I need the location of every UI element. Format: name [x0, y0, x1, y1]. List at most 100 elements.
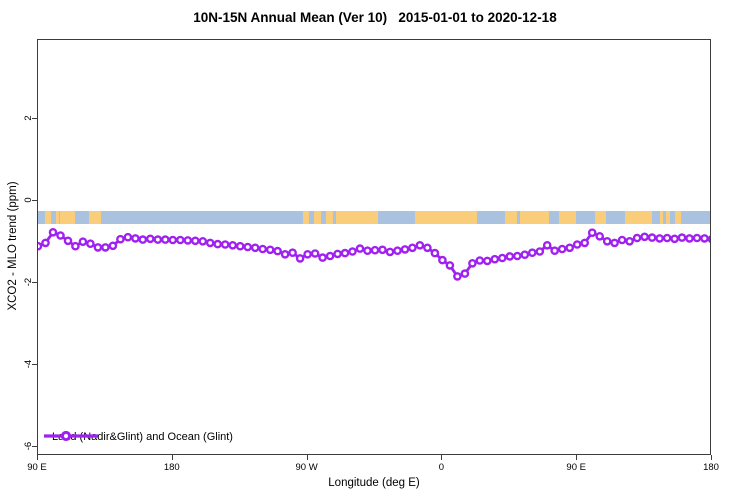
data-point	[250, 243, 260, 253]
data-point	[490, 254, 500, 264]
data-point	[542, 240, 552, 250]
land-patch	[674, 211, 681, 224]
data-point	[647, 233, 657, 242]
data-point	[587, 228, 597, 237]
data-point	[168, 235, 178, 245]
data-point	[363, 246, 372, 255]
land-patch	[60, 211, 76, 224]
legend: Land (Nadir&Glint) and Ocean (Glint)	[42, 430, 233, 444]
data-point	[333, 249, 342, 259]
data-point	[423, 243, 432, 253]
data-point	[625, 236, 634, 246]
data-point	[303, 249, 312, 259]
land-patch	[55, 211, 59, 224]
data-point	[56, 231, 65, 240]
data-point	[213, 239, 222, 249]
data-point	[71, 241, 80, 251]
x-tick-mark	[171, 455, 173, 460]
data-point	[595, 231, 605, 241]
data-point	[78, 237, 88, 246]
land-patch	[313, 211, 322, 224]
data-point	[116, 234, 125, 244]
land-patch	[520, 211, 549, 224]
land-patch	[325, 211, 334, 224]
data-point	[393, 246, 402, 255]
data-point	[632, 233, 642, 243]
data-point	[655, 234, 664, 243]
y-tick-mark	[32, 445, 37, 447]
data-point	[707, 235, 710, 244]
data-point	[438, 255, 447, 265]
data-point	[370, 245, 380, 255]
legend-label: Land (Nadir&Glint) and Ocean (Glint)	[52, 431, 233, 443]
data-point	[190, 236, 200, 246]
land-patch	[336, 211, 378, 224]
data-point	[38, 241, 43, 251]
y-tick-label: -2	[23, 277, 34, 287]
data-point	[453, 272, 462, 281]
x-tick-mark	[576, 455, 578, 460]
data-point	[468, 258, 477, 268]
data-point	[205, 238, 215, 248]
data-point	[138, 235, 148, 244]
land-patch	[415, 211, 477, 224]
data-point	[235, 241, 245, 251]
y-axis-title: XCO2 - MLO trend (ppm)	[7, 181, 19, 311]
data-point	[408, 243, 417, 253]
data-point	[617, 235, 627, 245]
data-point	[310, 249, 320, 258]
data-point	[662, 233, 672, 243]
data-point	[355, 244, 365, 253]
x-tick-label: 90 E	[27, 462, 47, 473]
land-patch	[625, 211, 653, 224]
y-tick-label: 0	[23, 197, 34, 203]
x-tick-label: 90 W	[295, 462, 318, 473]
y-tick-label: 2	[23, 115, 34, 121]
data-point	[385, 247, 395, 257]
data-point	[220, 240, 230, 249]
land-patch	[665, 211, 671, 224]
data-point	[93, 243, 103, 252]
x-tick-label: 90 E	[566, 462, 586, 473]
land-patch	[45, 211, 52, 224]
data-point	[101, 243, 110, 252]
data-point	[505, 252, 515, 261]
land-patch	[88, 211, 101, 224]
x-axis-title: Longitude (deg E)	[328, 477, 420, 489]
data-point	[557, 244, 567, 254]
data-point	[198, 236, 208, 246]
data-point	[430, 248, 440, 258]
data-series-svg	[38, 227, 710, 281]
data-point	[670, 234, 679, 244]
data-point	[280, 249, 290, 259]
data-point	[348, 247, 357, 256]
data-point	[610, 238, 619, 248]
data-point	[550, 246, 560, 255]
land-patch	[559, 211, 576, 224]
data-point	[572, 240, 582, 249]
data-point	[228, 240, 237, 250]
data-point	[108, 241, 118, 251]
data-point	[700, 234, 709, 243]
plot-area: Land (Nadir&Glint) and Ocean (Glint)	[37, 39, 711, 455]
land-patch	[303, 211, 310, 224]
data-point	[535, 247, 545, 256]
data-point	[527, 248, 537, 257]
data-point	[243, 242, 252, 252]
data-point	[41, 238, 50, 248]
x-tick-label: 0	[438, 462, 445, 473]
data-point	[183, 236, 193, 245]
data-point	[265, 245, 275, 255]
data-point	[580, 238, 590, 248]
data-point	[520, 250, 530, 259]
data-point	[378, 245, 387, 255]
data-point	[565, 243, 575, 253]
data-point	[415, 240, 425, 250]
x-tick-mark	[711, 455, 712, 460]
data-point	[640, 232, 649, 242]
data-point	[685, 234, 694, 243]
land-patch	[659, 211, 663, 224]
data-point	[325, 251, 335, 261]
chart-title: 10N-15N Annual Mean (Ver 10) 2015-01-01 …	[193, 10, 557, 25]
data-point	[48, 227, 58, 237]
